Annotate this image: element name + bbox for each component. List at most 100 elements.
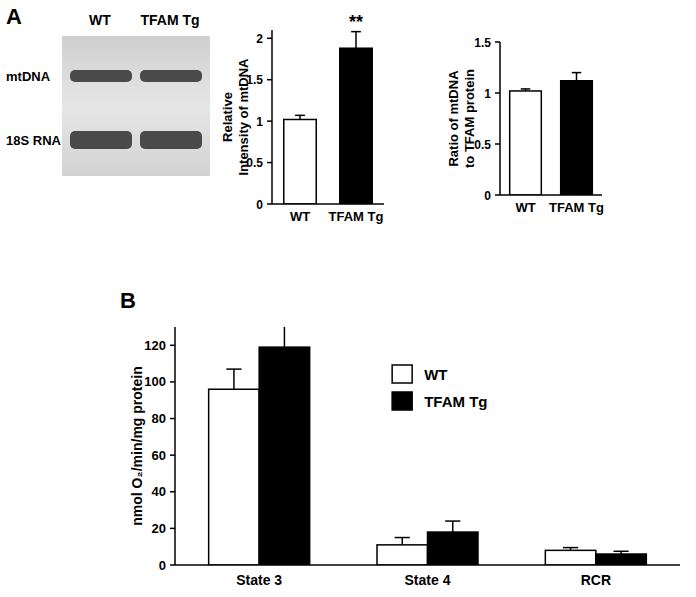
y-axis	[499, 42, 501, 195]
band-label: 18S RNA	[6, 133, 62, 148]
plot-area	[209, 327, 647, 565]
y-tick-label: 0	[484, 189, 491, 203]
figure: ABWTTFAM TgmtDNA18S RNA00.511.52WTTFAM T…	[0, 0, 696, 597]
error-bar	[445, 521, 460, 532]
x-axis	[272, 203, 384, 205]
y-tick	[170, 454, 175, 456]
x-tick-label: State 4	[405, 572, 451, 588]
y-tick	[267, 79, 272, 81]
y-axis	[174, 327, 176, 565]
label-line: nmol O₂/min/mg protein	[129, 366, 145, 525]
error-line	[576, 73, 578, 81]
bar	[428, 532, 479, 565]
legend: WT TFAM Tg	[392, 365, 487, 410]
error-cap	[572, 72, 581, 74]
error-cap	[614, 551, 629, 553]
error-cap	[295, 115, 305, 117]
y-tick-label: 1.5	[474, 36, 491, 50]
y-tick	[267, 120, 272, 122]
blot-band	[70, 70, 132, 82]
legend-label: WT	[424, 366, 447, 383]
y-tick-label: 60	[152, 448, 166, 463]
legend-label: TFAM Tg	[424, 393, 487, 410]
error-cap	[445, 520, 460, 522]
error-cap	[521, 88, 530, 90]
y-tick-label: 100	[144, 374, 166, 389]
y-tick-label: 2	[256, 32, 263, 46]
error-line	[402, 538, 404, 545]
error-bar	[572, 73, 581, 81]
label-line: Ratio of mtDNA	[446, 70, 461, 167]
panel-letter: B	[120, 288, 136, 313]
error-bar	[395, 538, 410, 545]
annotation: **	[349, 12, 363, 32]
error-line	[233, 369, 235, 389]
y-tick-label: 1	[484, 87, 491, 101]
y-tick	[170, 564, 175, 566]
y-tick	[170, 491, 175, 493]
y-tick	[267, 38, 272, 40]
blot-image	[62, 36, 210, 176]
panel-letter: A	[6, 4, 22, 29]
y-axis	[271, 30, 273, 204]
error-line	[452, 521, 454, 532]
bar	[596, 554, 647, 565]
error-bar	[563, 548, 578, 551]
label-line: Relative	[220, 92, 235, 142]
x-tick-label: TFAM Tg	[549, 200, 604, 215]
error-cap	[395, 537, 410, 539]
blot-band	[140, 70, 202, 82]
y-tick	[267, 203, 272, 205]
error-bar	[521, 89, 530, 91]
y-tick-label: 1	[256, 115, 263, 129]
x-tick-label: WT	[515, 200, 535, 215]
bar	[284, 119, 316, 204]
error-bar	[226, 369, 241, 389]
x-axis	[500, 194, 602, 196]
bar	[340, 48, 372, 204]
label-line: Intensity of mtDNA	[236, 58, 251, 176]
error-bar	[295, 115, 305, 119]
legend-swatch	[392, 392, 412, 410]
error-bar	[351, 32, 361, 49]
blot-band	[70, 131, 132, 149]
bar	[209, 389, 260, 565]
bar	[545, 550, 596, 565]
x-axis	[175, 564, 680, 566]
y-tick-label: 120	[144, 338, 166, 353]
error-cap	[563, 547, 578, 549]
chart: 00.511.5WTTFAM TgRatio of mtDNAto TFAM p…	[446, 36, 604, 216]
bar	[561, 81, 593, 195]
error-bar	[277, 327, 292, 347]
y-axis-label: Ratio of mtDNAto TFAM protein	[446, 69, 477, 168]
lane-label: TFAM Tg	[140, 12, 199, 28]
bar	[510, 91, 542, 195]
bar	[377, 545, 428, 565]
x-tick-label: WT	[290, 209, 310, 224]
plot-area	[284, 32, 372, 204]
y-tick	[170, 528, 175, 530]
y-tick	[170, 418, 175, 420]
background	[0, 0, 696, 597]
y-tick	[170, 345, 175, 347]
chart: 00.511.52WTTFAM TgRelativeIntensity of m…	[220, 12, 384, 224]
y-tick	[170, 381, 175, 383]
y-axis-label: nmol O₂/min/mg protein	[129, 366, 145, 525]
chart: 020406080100120State 3State 4RCRnmol O₂/…	[129, 323, 680, 588]
error-bar	[614, 551, 629, 554]
y-tick-label: 0	[159, 558, 166, 573]
label-line: to TFAM protein	[462, 69, 477, 168]
blot-band	[140, 131, 202, 149]
y-tick-label: 80	[152, 411, 166, 426]
x-tick-label: State 3	[236, 572, 282, 588]
y-tick	[495, 92, 500, 94]
error-line	[355, 32, 357, 49]
x-tick-label: TFAM Tg	[329, 209, 384, 224]
legend-swatch	[392, 365, 412, 383]
error-cap	[226, 368, 241, 370]
lane-label: WT	[89, 12, 111, 28]
error-line	[284, 327, 286, 347]
y-tick	[495, 194, 500, 196]
x-tick-label: RCR	[581, 572, 611, 588]
y-tick-label: 0	[256, 198, 263, 212]
